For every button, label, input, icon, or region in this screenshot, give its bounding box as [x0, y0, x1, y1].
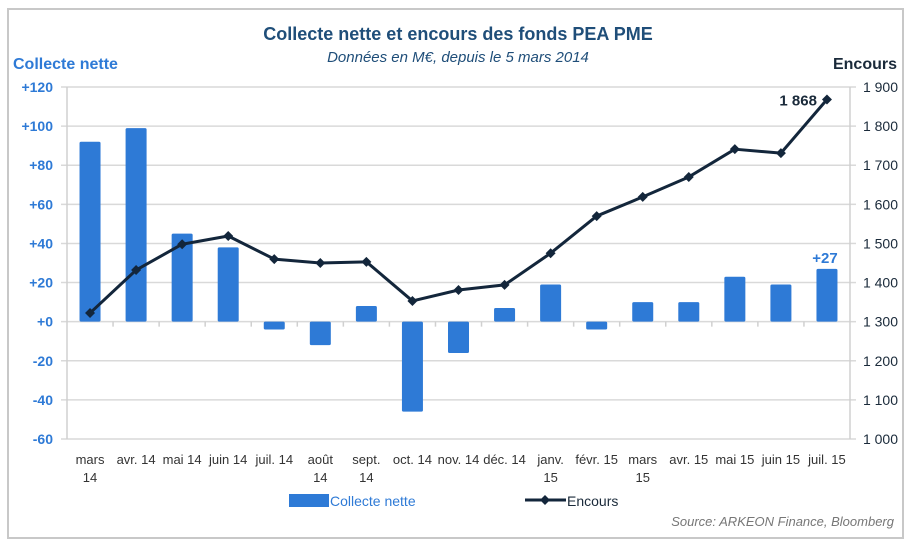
bar-collecte-nette [770, 284, 792, 322]
bar-collecte-nette [540, 284, 562, 322]
legend-label-collecte-nette: Collecte nette [330, 493, 416, 509]
marker-encours [407, 295, 418, 306]
x-category-label: févr. 15 [575, 452, 618, 467]
chart-frame [7, 8, 904, 539]
y-left-tick-label: +40 [29, 235, 53, 251]
marker-encours [453, 284, 464, 295]
marker-encours [683, 171, 694, 182]
marker-encours [499, 279, 510, 290]
marker-encours [591, 211, 602, 222]
x-category-label: 14 [359, 470, 373, 485]
source-note: Source: ARKEON Finance, Bloomberg [671, 514, 894, 529]
y-left-tick-label: -20 [33, 353, 53, 369]
x-category-label: mars [628, 452, 657, 467]
x-category-label: 15 [636, 470, 650, 485]
marker-encours [361, 256, 372, 267]
bar-collecte-nette [217, 247, 239, 322]
bar-collecte-nette [355, 306, 377, 322]
chart-subtitle: Données en M€, depuis le 5 mars 2014 [327, 49, 589, 66]
marker-encours [223, 231, 234, 242]
marker-encours [729, 144, 740, 155]
bar-collecte-nette [586, 321, 608, 330]
annotation-collecte-last: +27 [812, 250, 837, 267]
y-left-tick-label: -40 [33, 392, 53, 408]
x-category-label: 15 [543, 470, 557, 485]
x-category-label: juin 15 [761, 452, 800, 467]
y-left-tick-label: +0 [37, 314, 53, 330]
x-category-label: avr. 15 [669, 452, 708, 467]
x-category-label: août [308, 452, 334, 467]
line-encours [89, 98, 829, 315]
y-right-tick-label: 1 900 [863, 79, 898, 95]
bar-collecte-nette [448, 321, 469, 353]
chart-title: Collecte nette et encours des fonds PEA … [263, 24, 653, 44]
y-right-tick-label: 1 500 [863, 235, 898, 251]
marker-encours [85, 308, 96, 319]
y-right-tick-label: 1 600 [863, 196, 898, 212]
bar-collecte-nette [632, 302, 654, 322]
y-left-tick-label: +100 [21, 118, 53, 134]
bar-collecte-nette [816, 268, 838, 322]
y-right-tick-label: 1 100 [863, 392, 898, 408]
marker-encours [269, 254, 280, 265]
y-axis-left-label: Collecte nette [13, 56, 118, 73]
marker-encours [177, 239, 188, 250]
x-category-label: déc. 14 [483, 452, 526, 467]
x-category-label: juil. 14 [254, 452, 293, 467]
x-category-label: nov. 14 [438, 452, 480, 467]
bar-collecte-nette [678, 302, 700, 322]
x-category-label: mars [76, 452, 105, 467]
x-category-label: avr. 14 [117, 452, 156, 467]
bar-collecte-nette [263, 321, 285, 330]
legend-marker-encours [540, 495, 550, 505]
marker-encours [131, 265, 142, 276]
y-left-tick-label: +60 [29, 196, 53, 212]
x-category-label: mai 15 [715, 452, 754, 467]
marker-encours [637, 191, 648, 202]
bar-collecte-nette [494, 307, 516, 322]
legend-label-encours: Encours [567, 493, 618, 509]
bar-collecte-nette [171, 233, 193, 322]
marker-encours [315, 258, 326, 268]
y-left-tick-label: +120 [21, 79, 53, 95]
x-category-label: 14 [313, 470, 327, 485]
legend-swatch-collecte-nette [289, 494, 329, 507]
x-category-label: juin 14 [208, 452, 247, 467]
y-axis-right-label: Encours [832, 56, 897, 73]
marker-encours [775, 148, 786, 159]
y-left-tick-label: +80 [29, 157, 53, 173]
x-category-label: sept. [352, 452, 380, 467]
x-category-label: janv. [536, 452, 564, 467]
y-right-tick-label: 1 200 [863, 353, 898, 369]
y-right-tick-label: 1 800 [863, 118, 898, 134]
x-category-label: oct. 14 [393, 452, 432, 467]
bar-collecte-nette [724, 276, 746, 322]
x-category-label: 14 [83, 470, 97, 485]
y-left-tick-label: -60 [33, 431, 53, 447]
x-category-label: juil. 15 [807, 452, 846, 467]
bar-collecte-nette [401, 321, 423, 412]
bar-collecte-nette [309, 321, 331, 346]
y-right-tick-label: 1 700 [863, 157, 898, 173]
y-right-tick-label: 1 400 [863, 275, 898, 291]
marker-encours [545, 248, 556, 259]
marker-encours [821, 94, 832, 105]
y-right-tick-label: 1 300 [863, 314, 898, 330]
y-right-tick-label: 1 000 [863, 431, 898, 447]
bar-collecte-nette [79, 141, 101, 322]
bar-collecte-nette [125, 128, 147, 322]
annotation-encours-last: 1 868 [779, 93, 817, 110]
y-left-tick-label: +20 [29, 275, 53, 291]
x-category-label: mai 14 [163, 452, 202, 467]
